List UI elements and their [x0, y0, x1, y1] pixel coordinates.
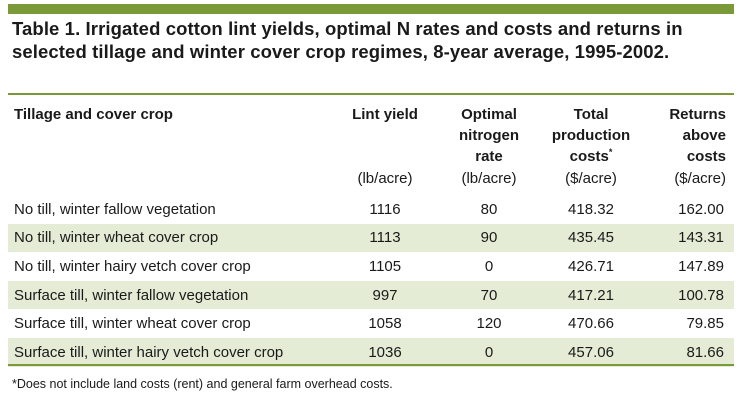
cell-costs: 470.66 — [568, 315, 614, 333]
cell-nitrogen: 90 — [440, 223, 538, 253]
top-accent-bar — [8, 4, 734, 14]
table-body: No till, winter fallow vegetation 1116 8… — [8, 195, 734, 367]
cell-lint-yield: 997 — [330, 280, 440, 310]
header-line: costs* — [538, 146, 644, 167]
cell-costs: 435.45 — [538, 223, 644, 253]
header-optimal-n: Optimal nitrogen rate — [440, 104, 538, 167]
cell-nitrogen: 0 — [440, 337, 538, 367]
header-text: costs — [569, 148, 609, 165]
title-divider — [8, 93, 734, 95]
cell-nitrogen: 0 — [484, 257, 494, 275]
header-tillage: Tillage and cover crop — [14, 106, 173, 123]
header-returns: Returns above costs — [644, 104, 734, 167]
cell-costs: 426.71 — [568, 257, 614, 275]
table-row: Surface till, winter wheat cover crop 10… — [8, 309, 734, 338]
cell-lint-yield: 1113 — [330, 223, 440, 253]
units-blank — [8, 167, 330, 189]
table-row: No till, winter fallow vegetation 1116 8… — [8, 195, 734, 224]
footnote: *Does not include land costs (rent) and … — [12, 377, 393, 391]
header-line: Optimal — [461, 106, 517, 123]
cell-nitrogen: 80 — [480, 200, 498, 218]
cell-regime: Surface till, winter hairy vetch cover c… — [8, 337, 330, 367]
cell-regime: No till, winter wheat cover crop — [8, 223, 330, 253]
cell-lint-yield: 1105 — [368, 257, 402, 275]
units-row: (lb/acre) (lb/acre) ($/acre) ($/acre) — [8, 167, 734, 189]
cell-returns: 81.66 — [644, 337, 734, 367]
table-row: Surface till, winter hairy vetch cover c… — [8, 337, 734, 367]
cell-lint-yield: 1058 — [368, 315, 402, 333]
header-line: nitrogen — [459, 127, 519, 144]
cell-costs: 457.06 — [538, 337, 644, 367]
table-row: Surface till, winter fallow vegetation 9… — [8, 280, 734, 310]
units-cell: ($/acre) — [565, 170, 617, 187]
units-cell: ($/acre) — [674, 170, 726, 187]
table-row: No till, winter wheat cover crop 1113 90… — [8, 223, 734, 253]
cell-lint-yield: 1116 — [369, 200, 401, 218]
cell-costs: 418.32 — [568, 200, 614, 218]
data-table: Tillage and cover crop Lint yield Optima… — [8, 104, 734, 367]
cell-returns: 143.31 — [644, 223, 734, 253]
cell-regime: Surface till, winter fallow vegetation — [8, 280, 330, 310]
table-title: Table 1. Irrigated cotton lint yields, o… — [12, 18, 683, 62]
header-line: Total — [573, 106, 609, 123]
cell-lint-yield: 1036 — [330, 337, 440, 367]
header-line: Lint yield — [352, 106, 418, 123]
table-bottom-rule — [8, 364, 734, 366]
header-line: Returns — [669, 106, 726, 123]
cell-regime: No till, winter hairy vetch cover crop — [14, 257, 251, 275]
cell-regime: Surface till, winter wheat cover crop — [14, 315, 251, 333]
header-row: Tillage and cover crop Lint yield Optima… — [8, 104, 734, 167]
cell-nitrogen: 70 — [440, 280, 538, 310]
cell-returns: 100.78 — [644, 280, 734, 310]
header-line: costs — [686, 148, 726, 165]
cell-regime: No till, winter fallow vegetation — [14, 200, 216, 218]
header-total-costs: Total production costs* — [538, 104, 644, 167]
cell-returns: 162.00 — [678, 200, 724, 218]
table-row: No till, winter hairy vetch cover crop 1… — [8, 252, 734, 281]
header-line: rate — [475, 148, 503, 165]
cell-nitrogen: 120 — [476, 315, 502, 333]
header-line: above — [682, 127, 726, 144]
cell-returns: 147.89 — [678, 257, 724, 275]
header-lint-yield: Lint yield — [330, 104, 440, 167]
footnote-marker: * — [608, 147, 613, 157]
header-line: production — [551, 127, 631, 144]
units-cell: (lb/acre) — [461, 170, 517, 187]
cell-costs: 417.21 — [538, 280, 644, 310]
cell-returns: 79.85 — [686, 315, 724, 333]
units-cell: (lb/acre) — [357, 170, 413, 187]
